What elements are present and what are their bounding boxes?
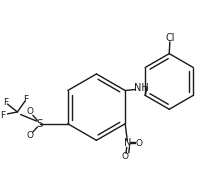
Text: O: O	[122, 152, 129, 161]
Text: N: N	[124, 138, 131, 148]
Text: F: F	[3, 98, 8, 107]
Text: NH: NH	[134, 83, 149, 93]
Text: F: F	[23, 95, 29, 104]
Text: S: S	[37, 119, 43, 129]
Text: F: F	[0, 111, 5, 120]
Text: O: O	[136, 139, 143, 148]
Text: O: O	[27, 131, 34, 140]
Text: Cl: Cl	[165, 33, 175, 42]
Text: O: O	[27, 107, 34, 116]
